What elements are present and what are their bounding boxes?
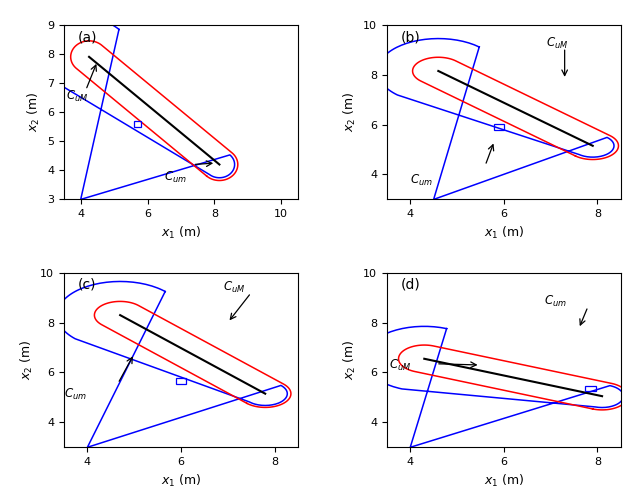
Text: $C_{um}$: $C_{um}$ [64,387,87,403]
Text: (d): (d) [401,278,420,292]
Text: $C_{uM}$: $C_{uM}$ [546,36,568,51]
Text: (b): (b) [401,30,420,44]
Text: $C_{uM}$: $C_{uM}$ [66,88,88,104]
X-axis label: $x_1$ (m): $x_1$ (m) [484,473,524,489]
Y-axis label: $x_2$ (m): $x_2$ (m) [342,92,358,132]
Text: $C_{uM}$: $C_{uM}$ [223,280,245,295]
Text: (a): (a) [78,30,97,44]
X-axis label: $x_1$ (m): $x_1$ (m) [161,473,201,489]
X-axis label: $x_1$ (m): $x_1$ (m) [161,225,201,241]
Text: (c): (c) [78,278,97,292]
Y-axis label: $x_2$ (m): $x_2$ (m) [19,340,35,380]
Y-axis label: $x_2$ (m): $x_2$ (m) [26,92,42,132]
Text: $C_{um}$: $C_{um}$ [410,173,433,188]
X-axis label: $x_1$ (m): $x_1$ (m) [484,225,524,241]
Text: $C_{uM}$: $C_{uM}$ [389,357,412,373]
Text: $C_{um}$: $C_{um}$ [543,294,566,309]
Y-axis label: $x_2$ (m): $x_2$ (m) [342,340,358,380]
Text: $C_{um}$: $C_{um}$ [164,170,187,185]
